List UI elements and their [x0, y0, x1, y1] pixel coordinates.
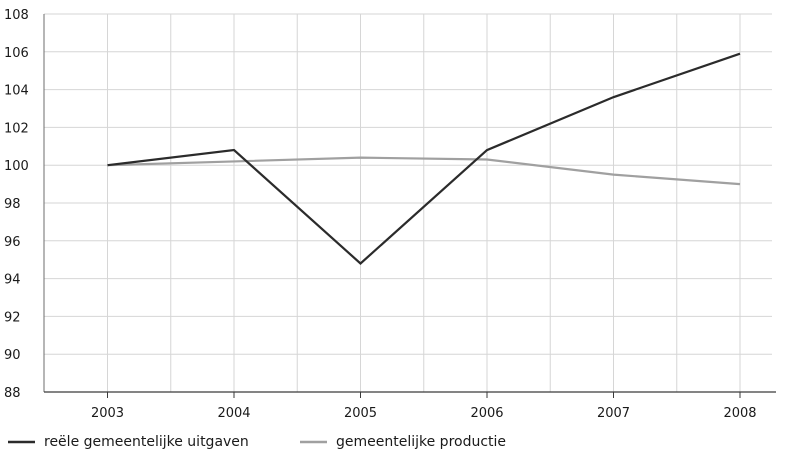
y-tick-label-92: 92 — [4, 310, 21, 325]
y-tick-label-88: 88 — [4, 386, 21, 401]
axes — [43, 14, 776, 393]
legend-label-1: gemeentelijke productie — [336, 434, 506, 450]
y-tick-label-106: 106 — [4, 46, 29, 61]
x-tick-label-2005: 2005 — [344, 406, 377, 421]
series-lines — [107, 52, 741, 265]
y-tick-label-98: 98 — [4, 197, 21, 212]
series-line-1 — [107, 156, 741, 186]
legend-label-0: reële gemeentelijke uitgaven — [44, 434, 249, 450]
y-tick-label-100: 100 — [4, 159, 29, 174]
x-tick-label-2006: 2006 — [470, 406, 503, 421]
y-tick-label-90: 90 — [4, 348, 21, 363]
x-tick-label-2007: 2007 — [597, 406, 630, 421]
x-axis-ticks: 2003 2004 2005 2006 2007 2008 — [91, 392, 757, 421]
y-tick-label-104: 104 — [4, 84, 29, 99]
x-tick-label-2003: 2003 — [91, 406, 124, 421]
y-tick-label-96: 96 — [4, 235, 21, 250]
series-line-0 — [107, 52, 741, 265]
legend: reële gemeentelijke uitgaven gemeentelijk… — [8, 434, 506, 450]
x-tick-label-2004: 2004 — [217, 406, 250, 421]
y-tick-label-94: 94 — [4, 273, 21, 288]
y-axis-ticks: 88 90 92 94 96 98 100 102 104 106 108 — [4, 8, 29, 401]
grid — [44, 13, 772, 392]
y-tick-label-102: 102 — [4, 121, 29, 136]
y-tick-label-108: 108 — [4, 8, 29, 23]
x-tick-label-2008: 2008 — [723, 406, 756, 421]
